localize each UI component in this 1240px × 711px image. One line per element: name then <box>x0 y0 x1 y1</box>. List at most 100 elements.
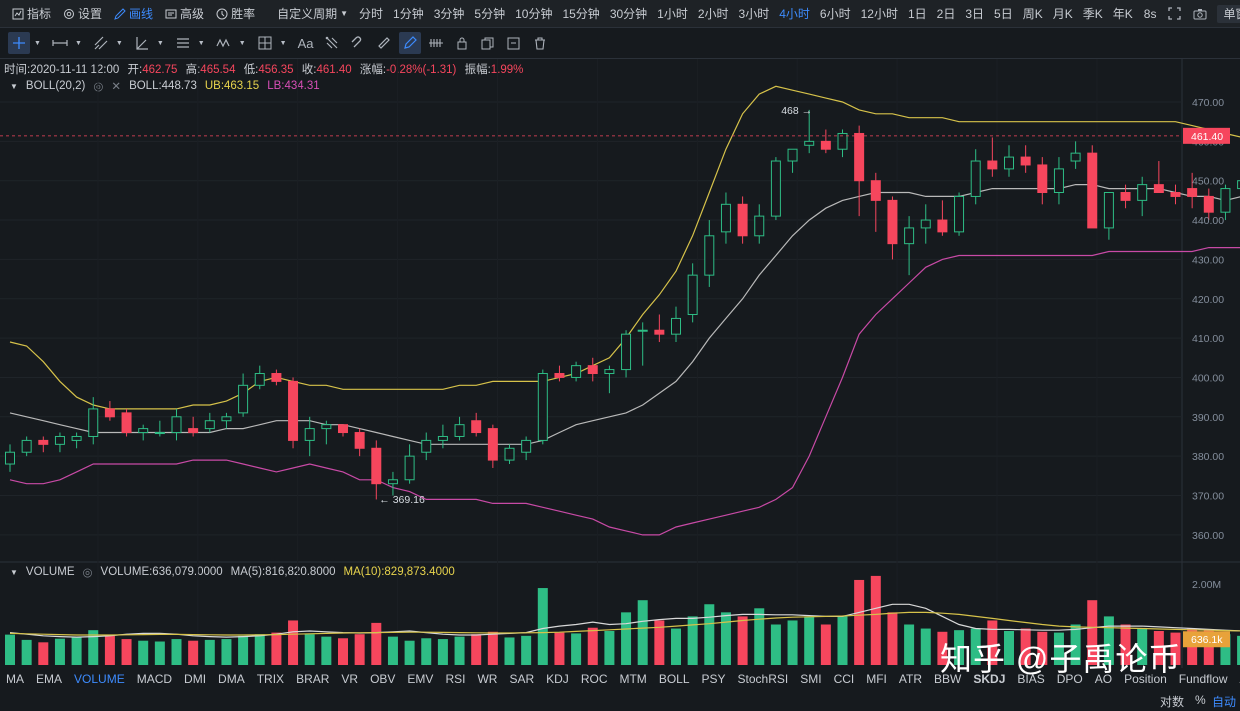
period-tab[interactable]: 5分钟 <box>474 7 506 21</box>
log-scale-toggle[interactable]: 对数 <box>1160 695 1185 709</box>
period-tab[interactable]: 30分钟 <box>609 7 648 21</box>
copy-tool[interactable] <box>477 32 499 54</box>
indicator-tab[interactable]: BRAR <box>296 672 330 686</box>
chevron-down-icon[interactable]: ▼ <box>156 39 164 47</box>
indicator-tab[interactable]: BIAS <box>1017 672 1045 686</box>
close-icon[interactable]: ✕ <box>111 81 122 93</box>
period-tab[interactable]: 4小时 <box>779 7 810 21</box>
ruler-tool[interactable] <box>373 32 395 54</box>
indicator-tab[interactable]: VOLUME <box>74 672 125 686</box>
top-menu-indicator[interactable]: 指标 <box>6 5 57 22</box>
period-tab[interactable]: 1分钟 <box>393 7 424 21</box>
text-tool[interactable]: Aa <box>295 32 317 54</box>
period-tab[interactable]: 2日 <box>936 7 956 21</box>
period-tab[interactable]: 1日 <box>907 7 927 21</box>
pattern-tool[interactable] <box>321 32 343 54</box>
period-tab[interactable]: 6小时 <box>819 7 851 21</box>
indicator-tab[interactable]: AI-NetVOL <box>1234 672 1240 686</box>
refresh-interval[interactable]: 8s <box>1138 7 1163 21</box>
top-menu-winrate[interactable]: 胜率 <box>210 5 261 22</box>
period-tab[interactable]: 2小时 <box>697 7 729 21</box>
indicator-tab[interactable]: SKDJ <box>973 672 1006 686</box>
period-tab[interactable]: 3分钟 <box>433 7 465 21</box>
period-tab[interactable]: 月K <box>1052 7 1073 21</box>
parallel-line-tool[interactable] <box>90 32 112 54</box>
indicator-tab[interactable]: EMA <box>36 672 63 686</box>
indicator-tab[interactable]: WR <box>477 672 498 686</box>
wave-tool[interactable] <box>213 32 235 54</box>
fib-tool[interactable] <box>172 32 194 54</box>
measure-tool[interactable] <box>425 32 447 54</box>
period-tab[interactable]: 3日 <box>965 7 985 21</box>
period-tab[interactable]: 1小时 <box>657 7 688 21</box>
window-select[interactable]: 单窗口 ▼ <box>1217 4 1240 23</box>
delete-tool[interactable] <box>529 32 551 54</box>
period-tab[interactable]: 季K <box>1082 7 1103 21</box>
indicator-tab[interactable]: MTM <box>619 672 647 686</box>
indicator-tab[interactable]: Position <box>1124 672 1167 686</box>
screenshot-button[interactable] <box>1187 8 1213 20</box>
period-tab[interactable]: 5日 <box>994 7 1013 21</box>
candle <box>121 408 132 437</box>
auto-scale-toggle[interactable]: 自动 <box>1212 695 1237 709</box>
indicator-tab[interactable]: MACD <box>136 672 173 686</box>
indicator-tab[interactable]: MA <box>6 672 24 686</box>
top-menu-settings[interactable]: 设置 <box>57 5 108 22</box>
indicator-tab[interactable]: DMI <box>184 672 207 686</box>
percent-scale-toggle[interactable]: % <box>1195 693 1206 707</box>
pen-tool[interactable] <box>398 32 421 54</box>
crosshair-tool[interactable] <box>8 32 30 54</box>
collapse-icon[interactable]: ▼ <box>10 81 18 91</box>
indicator-tab[interactable]: SMI <box>800 672 822 686</box>
magnet-tool[interactable] <box>347 32 369 54</box>
indicator-tab[interactable]: DMA <box>218 672 245 686</box>
period-tab[interactable]: 3小时 <box>738 7 770 21</box>
chevron-down-icon[interactable]: ▼ <box>115 39 123 47</box>
period-tab[interactable]: 分时 <box>359 7 384 21</box>
period-tab[interactable]: 12小时 <box>860 7 898 21</box>
indicator-tab[interactable]: RSI <box>445 672 466 686</box>
indicator-tab[interactable]: PSY <box>701 672 726 686</box>
indicator-tab[interactable]: OBV <box>370 672 396 686</box>
indicator-tab[interactable]: MFI <box>866 672 887 686</box>
indicator-tab[interactable]: ROC <box>580 672 608 686</box>
candle <box>138 424 149 441</box>
indicator-tab[interactable]: AO <box>1094 672 1113 686</box>
indicator-tab[interactable]: Fundflow <box>1178 672 1228 686</box>
indicator-tab[interactable]: TRIX <box>256 672 285 686</box>
grid-tool[interactable] <box>254 32 276 54</box>
period-tab[interactable]: 10分钟 <box>515 7 553 21</box>
chevron-down-icon[interactable]: ▼ <box>34 39 41 47</box>
indicator-tab[interactable]: EMV <box>407 672 434 686</box>
indicator-tab[interactable]: SAR <box>509 672 535 686</box>
horizontal-line-tool[interactable] <box>49 32 71 54</box>
candle <box>38 436 49 453</box>
indicator-tab[interactable]: CCI <box>833 672 855 686</box>
custom-period-dropdown[interactable]: 自定义周期 ▼ <box>273 5 354 22</box>
period-tab[interactable]: 周K <box>1022 7 1043 21</box>
indicator-tab[interactable]: VR <box>341 672 359 686</box>
chevron-down-icon[interactable]: ▼ <box>197 39 205 47</box>
collapse-icon[interactable]: ▼ <box>10 567 18 577</box>
chevron-down-icon[interactable]: ▼ <box>74 39 82 47</box>
lock-tool[interactable] <box>451 32 473 54</box>
settings-icon[interactable]: ◎ <box>93 81 104 93</box>
top-menu-advanced[interactable]: 高级 <box>159 5 210 22</box>
hide-tool[interactable] <box>503 32 525 54</box>
fullscreen-button[interactable] <box>1162 7 1187 20</box>
indicator-tab[interactable]: BOLL <box>658 672 690 686</box>
period-tab[interactable]: 年K <box>1112 7 1133 21</box>
top-menu-draw-line[interactable]: 画线 <box>108 5 159 22</box>
indicator-tab[interactable]: KDJ <box>546 672 569 686</box>
indicator-tab[interactable]: DPO <box>1056 672 1083 686</box>
indicator-tab[interactable]: ATR <box>898 672 923 686</box>
angle-tool[interactable] <box>131 32 153 54</box>
indicator-tab[interactable]: StochRSI <box>737 672 789 686</box>
chevron-down-icon[interactable]: ▼ <box>279 39 287 47</box>
chevron-down-icon[interactable]: ▼ <box>238 39 246 47</box>
indicator-tab[interactable]: BBW <box>934 672 962 686</box>
settings-icon[interactable]: ◎ <box>82 567 93 579</box>
volume-bar <box>338 638 348 665</box>
period-tab[interactable]: 15分钟 <box>562 7 600 21</box>
